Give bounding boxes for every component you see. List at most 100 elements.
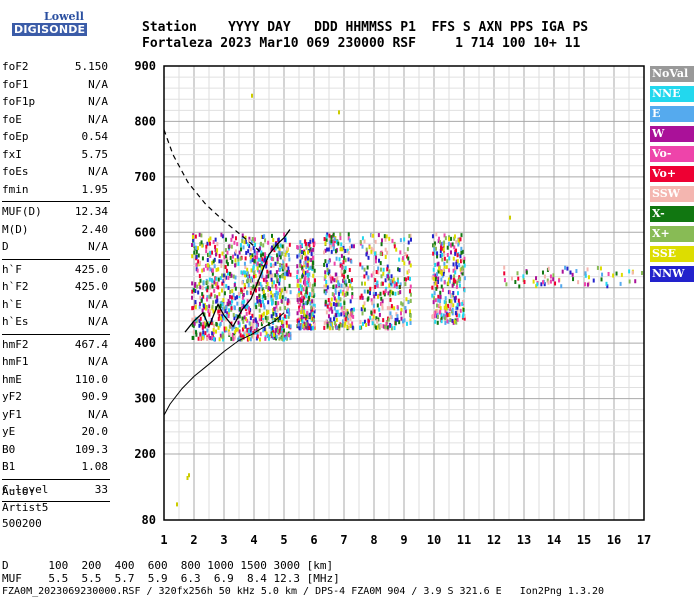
echo-point: [438, 302, 441, 307]
params-separator: [2, 478, 110, 480]
echo-point: [432, 243, 435, 248]
echo-point: [223, 291, 226, 296]
echo-point: [246, 328, 249, 333]
echo-point: [450, 236, 453, 241]
echo-point: [233, 325, 236, 330]
echo-point: [271, 298, 274, 303]
echo-point: [365, 271, 368, 276]
echo-point: [305, 322, 308, 327]
echo-point: [325, 319, 328, 324]
echo-point: [234, 296, 237, 301]
echo-point: [287, 314, 290, 319]
x-tick-label: 4: [250, 533, 257, 547]
scaled-trace-line: [184, 229, 291, 333]
echo-point: [243, 299, 246, 304]
echo-point: [201, 336, 204, 341]
echo-point: [330, 239, 333, 244]
echo-point: [300, 290, 303, 295]
echo-point: [346, 248, 349, 253]
echo-point: [452, 320, 455, 325]
echo-point: [558, 278, 561, 283]
logo-lowell-text: Lowell: [44, 10, 84, 23]
echo-point: [367, 275, 370, 280]
echo-point: [245, 304, 248, 309]
echo-point: [218, 292, 221, 297]
param-name: B0: [2, 442, 16, 456]
echo-point: [325, 279, 328, 284]
param-name: fxI: [2, 147, 22, 161]
param-row: yF1 N/A: [2, 408, 108, 422]
echo-point: [332, 239, 335, 244]
echo-point: [200, 298, 203, 303]
param-row: B1 1.08: [2, 460, 108, 474]
echo-point: [203, 321, 206, 326]
echo-point: [302, 270, 305, 275]
echo-point: [253, 270, 256, 275]
echo-point: [267, 310, 270, 315]
echo-point: [285, 289, 288, 294]
echo-point: [363, 281, 366, 286]
echo-point: [342, 245, 345, 250]
echo-point: [600, 277, 603, 282]
echo-point: [240, 270, 243, 275]
echo-point: [231, 298, 234, 303]
echo-point: [388, 306, 391, 311]
echo-point: [447, 277, 450, 282]
echo-point: [258, 308, 261, 313]
echo-point: [377, 270, 380, 275]
echo-point: [372, 314, 375, 319]
echo-point: [403, 261, 406, 266]
echo-point: [215, 322, 218, 327]
echo-point: [434, 319, 437, 324]
echo-point: [232, 337, 235, 342]
param-name: foEp: [2, 130, 29, 143]
echo-point: [382, 290, 385, 295]
echo-point: [535, 276, 538, 281]
echo-point: [335, 298, 338, 303]
echo-point: [386, 276, 389, 281]
echo-point: [326, 232, 329, 237]
echo-point: [348, 267, 351, 272]
echo-point: [242, 303, 245, 308]
echo-point: [332, 302, 335, 307]
echo-point: [234, 258, 237, 263]
echo-point: [575, 269, 578, 274]
echo-point: [249, 316, 252, 321]
echo-point: [432, 267, 435, 272]
echo-point: [191, 295, 194, 300]
param-name: h`Es: [2, 315, 29, 328]
echo-point: [201, 243, 204, 248]
echo-point: [224, 317, 227, 322]
echo-point: [361, 311, 364, 316]
echo-point: [344, 317, 347, 322]
echo-point: [309, 258, 312, 263]
echo-point: [402, 323, 405, 328]
echo-point: [267, 286, 270, 291]
echo-point: [458, 279, 461, 284]
echo-point: [374, 291, 377, 296]
echo-point: [306, 299, 309, 304]
echo-point: [286, 301, 289, 306]
station-header: Station YYYY DAY DDD HHMMSS P1 FFS S AXN…: [142, 20, 588, 52]
echo-point: [299, 244, 302, 249]
param-value: 467.4: [74, 337, 108, 351]
echo-point: [289, 324, 292, 329]
echo-point: [256, 268, 259, 273]
echo-point: [271, 273, 274, 278]
echo-point: [244, 317, 247, 322]
echo-point: [279, 243, 282, 248]
echo-point: [211, 260, 214, 265]
echo-point: [443, 280, 446, 285]
echo-point: [255, 323, 258, 328]
echo-point: [386, 306, 389, 311]
echo-point: [231, 289, 234, 294]
echo-point: [211, 271, 214, 276]
echo-point: [338, 110, 340, 115]
echo-point: [440, 312, 443, 317]
echo-point: [206, 288, 209, 293]
echo-point: [396, 317, 399, 322]
echo-point: [302, 309, 305, 314]
echo-point: [258, 293, 261, 298]
echo-point: [547, 266, 550, 271]
echo-point: [234, 330, 237, 335]
